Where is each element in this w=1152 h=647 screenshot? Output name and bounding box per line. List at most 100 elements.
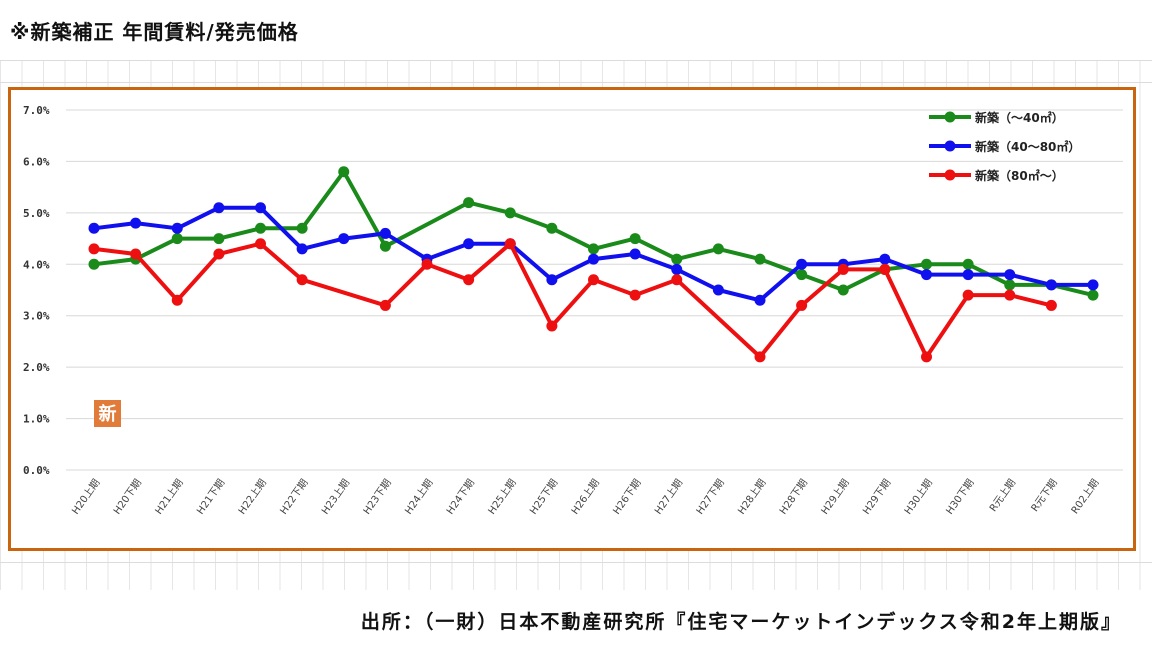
data-point — [962, 258, 974, 270]
data-point — [171, 222, 183, 234]
data-point — [837, 284, 849, 296]
y-tick-label: 7.0% — [23, 104, 50, 117]
x-tick-label: H26下期 — [611, 477, 644, 517]
series-line-3 — [93, 241, 1052, 359]
x-tick-label: H22上期 — [236, 477, 269, 517]
data-point — [1087, 279, 1099, 291]
data-point — [754, 253, 766, 265]
x-tick-label: H24上期 — [403, 477, 436, 517]
data-point — [671, 263, 683, 275]
data-point — [296, 222, 308, 234]
x-tick-label: H22下期 — [278, 477, 311, 517]
page-title: ※新築補正 年間賃料/発売価格 — [10, 20, 299, 44]
data-point — [921, 269, 932, 281]
data-point — [296, 274, 308, 286]
data-point — [754, 294, 766, 306]
chart-frame: 0.0% 1.0% 2.0% 3.0% 4.0% 5.0% 6.0% 7.0% H20上期 H20… — [8, 87, 1136, 551]
data-point — [1087, 289, 1099, 301]
x-tick-label: H23上期 — [319, 477, 352, 517]
data-point — [255, 222, 266, 234]
x-tick-label: H29上期 — [819, 477, 852, 517]
data-point — [88, 258, 100, 270]
data-point — [213, 202, 225, 214]
data-point — [296, 243, 308, 255]
data-point — [463, 238, 475, 250]
legend-label: 新築（40～80㎡） — [975, 139, 1080, 154]
series-line-1 — [93, 169, 1094, 298]
data-point — [463, 197, 475, 209]
data-point — [338, 166, 350, 178]
x-tick-label: H28上期 — [736, 477, 769, 517]
y-tick-label: 3.0% — [23, 310, 50, 323]
x-tick-label: H20上期 — [70, 477, 103, 517]
legend-label: 新築（80㎡～） — [975, 168, 1064, 183]
data-point — [879, 263, 891, 275]
data-point — [255, 238, 266, 250]
x-tick-label: H21下期 — [194, 477, 227, 517]
data-point — [796, 299, 808, 311]
data-point — [88, 222, 100, 234]
x-tick-label: R元上期 — [987, 477, 1018, 514]
data-point — [837, 263, 849, 275]
divider-grid — [0, 82, 1152, 83]
legend-swatch-marker — [944, 140, 956, 152]
data-point — [379, 299, 391, 311]
x-tick-label: H30上期 — [902, 477, 935, 517]
data-point — [504, 238, 516, 250]
data-point — [546, 274, 558, 286]
data-point — [796, 269, 808, 281]
data-point — [421, 258, 433, 270]
y-tick-label: 1.0% — [23, 413, 50, 426]
x-tick-label: R元下期 — [1029, 477, 1060, 514]
data-point — [88, 243, 100, 255]
data-point — [213, 233, 225, 245]
data-point — [921, 351, 932, 363]
data-point — [629, 233, 641, 245]
data-point — [671, 253, 683, 265]
x-tick-label: H25下期 — [527, 477, 560, 517]
data-point — [671, 274, 683, 286]
legend-swatch-marker — [944, 169, 956, 181]
data-point — [712, 284, 724, 296]
legend-swatch-marker — [944, 111, 956, 123]
y-tick-label: 6.0% — [23, 155, 50, 168]
divider-top — [0, 60, 1152, 61]
data-point — [588, 243, 599, 255]
data-point — [130, 248, 142, 260]
data-point — [1045, 299, 1057, 311]
source-band — [0, 590, 1152, 647]
data-point — [588, 253, 599, 265]
y-tick-label: 4.0% — [23, 258, 50, 271]
data-point — [1004, 279, 1016, 291]
y-tick-label: 0.0% — [23, 464, 50, 477]
data-point — [379, 227, 391, 239]
x-tick-label: H30下期 — [944, 477, 977, 517]
data-point — [754, 351, 766, 363]
x-tick-label: R02上期 — [1069, 477, 1102, 516]
x-tick-label: H23下期 — [361, 477, 394, 517]
data-point — [879, 253, 891, 265]
data-point — [1045, 279, 1057, 291]
x-tick-label: H24下期 — [444, 477, 477, 517]
data-point — [213, 248, 225, 260]
data-point — [255, 202, 266, 214]
source-note: 出所：（一財）日本不動産研究所『住宅マーケットインデックス令和2年上期版』 — [360, 611, 1122, 633]
data-point — [338, 233, 350, 245]
data-point — [1004, 269, 1016, 281]
data-point — [379, 240, 391, 252]
line-chart: 0.0% 1.0% 2.0% 3.0% 4.0% 5.0% 6.0% 7.0% H20上期 H20… — [23, 104, 1123, 517]
y-tick-label: 5.0% — [23, 207, 50, 220]
data-point — [463, 274, 475, 286]
x-tick-label: H21上期 — [153, 477, 186, 517]
data-point — [629, 289, 641, 301]
x-tick-label: H27下期 — [694, 477, 727, 517]
data-point — [171, 233, 183, 245]
y-tick-label: 2.0% — [23, 361, 50, 374]
data-point — [712, 243, 724, 255]
data-point — [921, 258, 932, 270]
x-tick-label: H20下期 — [111, 477, 144, 517]
data-point — [1004, 289, 1016, 301]
data-point — [546, 320, 558, 332]
data-point — [588, 274, 599, 286]
data-point — [546, 222, 558, 234]
